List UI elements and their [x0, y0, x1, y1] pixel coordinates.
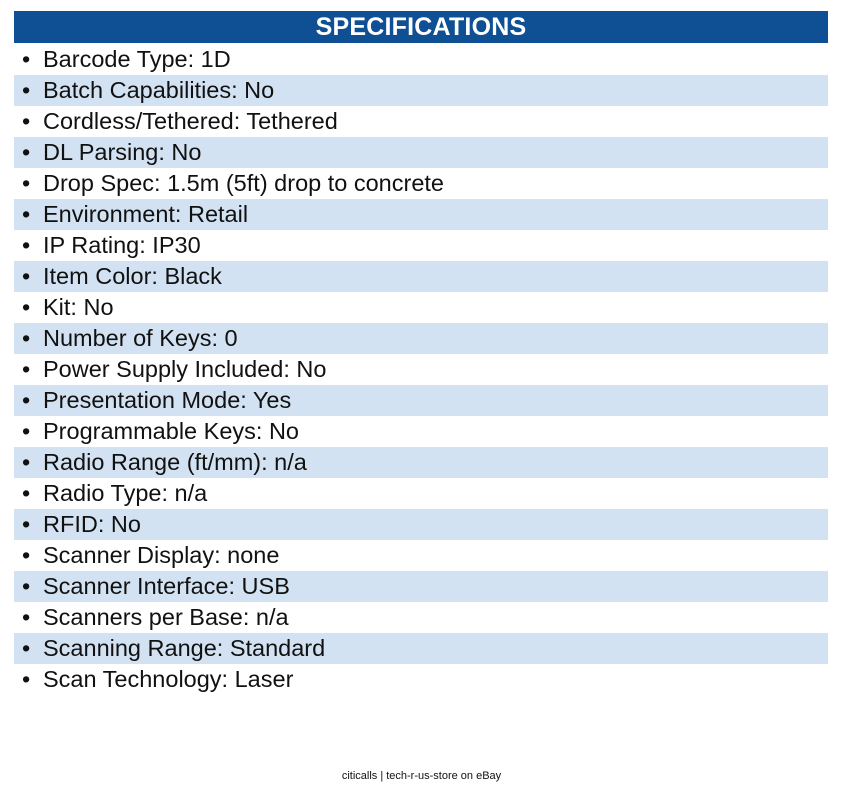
- spec-row: • IP Rating: IP30: [14, 230, 828, 261]
- bullet: •: [22, 449, 31, 475]
- spec-row: • Cordless/Tethered: Tethered: [14, 106, 828, 137]
- spec-text: Scanning Range: Standard: [43, 635, 326, 661]
- bullet: •: [22, 232, 31, 258]
- spec-text: Cordless/Tethered: Tethered: [43, 108, 338, 134]
- specifications-header: SPECIFICATIONS: [14, 11, 828, 43]
- spec-row: • Scanner Interface: USB: [14, 571, 828, 602]
- spec-text: Drop Spec: 1.5m (5ft) drop to concrete: [43, 170, 444, 196]
- spec-row: • Number of Keys: 0: [14, 323, 828, 354]
- bullet: •: [22, 387, 31, 413]
- bullet: •: [22, 77, 31, 103]
- bullet: •: [22, 263, 31, 289]
- bullet: •: [22, 201, 31, 227]
- spec-text: Power Supply Included: No: [43, 356, 327, 382]
- spec-row: • Drop Spec: 1.5m (5ft) drop to concrete: [14, 168, 828, 199]
- bullet: •: [22, 325, 31, 351]
- bullet: •: [22, 418, 31, 444]
- bullet: •: [22, 604, 31, 630]
- spec-text: Scanner Display: none: [43, 542, 280, 568]
- spec-row: • Batch Capabilities: No: [14, 75, 828, 106]
- spec-text: IP Rating: IP30: [43, 232, 201, 258]
- bullet: •: [22, 666, 31, 692]
- bullet: •: [22, 46, 31, 72]
- specifications-list: • Barcode Type: 1D • Batch Capabilities: N…: [14, 44, 828, 695]
- spec-text: Radio Type: n/a: [43, 480, 208, 506]
- bullet: •: [22, 511, 31, 537]
- spec-text: Kit: No: [43, 294, 114, 320]
- spec-text: Programmable Keys: No: [43, 418, 299, 444]
- bullet: •: [22, 139, 31, 165]
- spec-row: • Power Supply Included: No: [14, 354, 828, 385]
- spec-row: • Radio Range (ft/mm): n/a: [14, 447, 828, 478]
- spec-row: • Scan Technology: Laser: [14, 664, 828, 695]
- spec-row: • Scanners per Base: n/a: [14, 602, 828, 633]
- spec-text: Barcode Type: 1D: [43, 46, 231, 72]
- spec-text: Scanner Interface: USB: [43, 573, 290, 599]
- spec-text: Presentation Mode: Yes: [43, 387, 292, 413]
- spec-row: • Programmable Keys: No: [14, 416, 828, 447]
- bullet: •: [22, 635, 31, 661]
- spec-row: • Presentation Mode: Yes: [14, 385, 828, 416]
- spec-row: • Barcode Type: 1D: [14, 44, 828, 75]
- spec-row: • RFID: No: [14, 509, 828, 540]
- spec-text: Scan Technology: Laser: [43, 666, 294, 692]
- bullet: •: [22, 573, 31, 599]
- spec-text: DL Parsing: No: [43, 139, 202, 165]
- spec-row: • Radio Type: n/a: [14, 478, 828, 509]
- footer-credit: citicalls | tech-r-us-store on eBay: [341, 770, 502, 782]
- spec-row: • Kit: No: [14, 292, 828, 323]
- spec-text: Item Color: Black: [43, 263, 222, 289]
- spec-text: RFID: No: [43, 511, 141, 537]
- bullet: •: [22, 356, 31, 382]
- spec-text: Number of Keys: 0: [43, 325, 238, 351]
- spec-row: • DL Parsing: No: [14, 137, 828, 168]
- bullet: •: [22, 294, 31, 320]
- spec-text: Scanners per Base: n/a: [43, 604, 289, 630]
- spec-row: • Scanning Range: Standard: [14, 633, 828, 664]
- spec-text: Environment: Retail: [43, 201, 249, 227]
- bullet: •: [22, 108, 31, 134]
- spec-row: • Item Color: Black: [14, 261, 828, 292]
- bullet: •: [22, 480, 31, 506]
- spec-row: • Environment: Retail: [14, 199, 828, 230]
- spec-text: Batch Capabilities: No: [43, 77, 275, 103]
- spec-text: Radio Range (ft/mm): n/a: [43, 449, 307, 475]
- bullet: •: [22, 542, 31, 568]
- spec-row: • Scanner Display: none: [14, 540, 828, 571]
- bullet: •: [22, 170, 31, 196]
